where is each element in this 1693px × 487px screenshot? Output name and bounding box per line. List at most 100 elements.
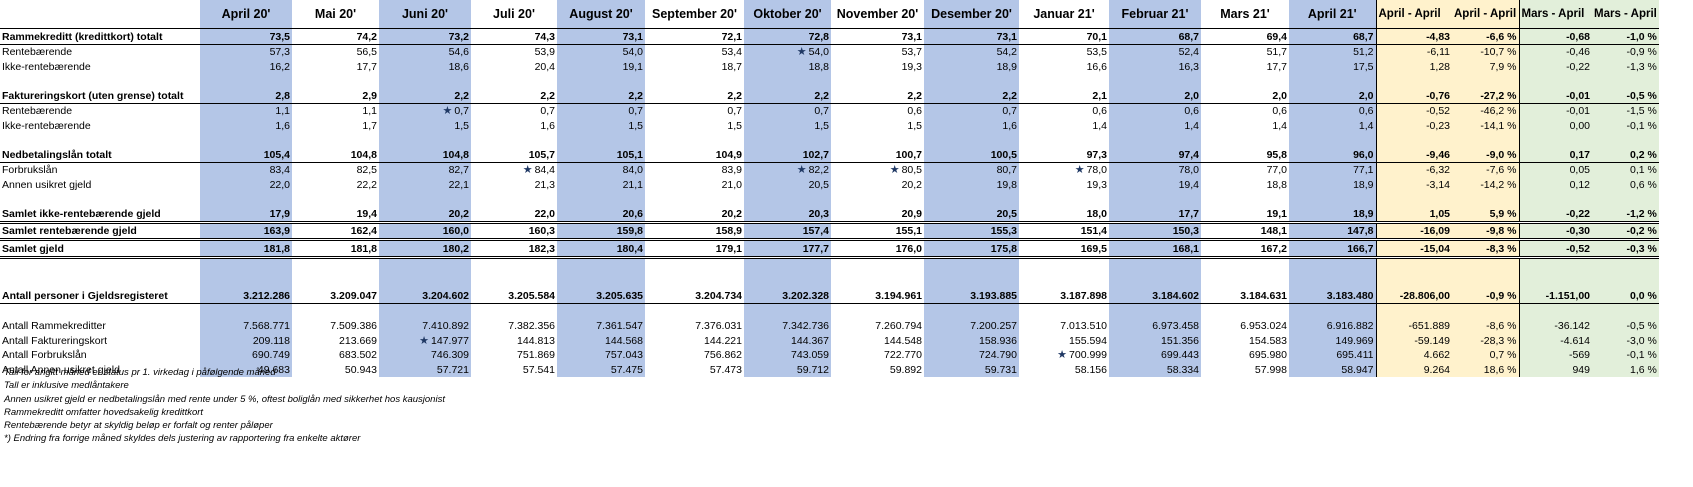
value-cell[interactable]: 157,4 xyxy=(744,222,831,241)
value-cell[interactable]: 3.194.961 xyxy=(831,288,924,304)
value-cell[interactable]: 1,1 xyxy=(200,103,292,118)
value-cell[interactable]: 181,8 xyxy=(292,239,379,259)
value-cell[interactable]: 18,8 xyxy=(1201,177,1289,192)
value-cell[interactable]: 58.334 xyxy=(1109,362,1201,377)
value-cell[interactable]: 59.731 xyxy=(924,362,1019,377)
value-cell[interactable]: 53,7 xyxy=(831,44,924,59)
value-cell[interactable]: -6,11 xyxy=(1375,44,1452,59)
value-cell[interactable]: -0,2 % xyxy=(1592,222,1659,241)
value-cell[interactable]: 158,9 xyxy=(645,222,744,241)
value-cell[interactable]: -28,3 % xyxy=(1452,333,1519,348)
value-cell[interactable]: 7.260.794 xyxy=(831,319,924,334)
value-cell[interactable]: 0,1 % xyxy=(1592,162,1659,177)
value-cell[interactable]: 52,4 xyxy=(1109,44,1201,59)
value-cell[interactable]: 7.509.386 xyxy=(292,319,379,334)
value-cell[interactable]: -16,09 xyxy=(1375,222,1452,241)
value-cell[interactable]: -14,2 % xyxy=(1452,177,1519,192)
value-cell[interactable]: 3.205.635 xyxy=(557,288,645,304)
value-cell[interactable]: 151,4 xyxy=(1019,222,1109,241)
value-cell[interactable]: -59.149 xyxy=(1375,333,1452,348)
value-cell[interactable]: 80,7 xyxy=(924,162,1019,177)
value-cell[interactable]: 18,6 % xyxy=(1452,362,1519,377)
value-cell[interactable]: 162,4 xyxy=(292,222,379,241)
value-cell[interactable]: 70,1 xyxy=(1019,28,1109,45)
value-cell[interactable]: -0,1 % xyxy=(1592,347,1659,362)
value-cell[interactable]: 2,0 xyxy=(1201,88,1289,104)
value-cell[interactable]: 20,9 xyxy=(831,206,924,224)
value-cell[interactable]: 7.568.771 xyxy=(200,318,292,333)
value-cell[interactable]: 22,0 xyxy=(200,177,292,192)
value-cell[interactable]: -0,3 % xyxy=(1592,239,1659,259)
value-cell[interactable]: 2,0 xyxy=(1109,88,1201,104)
value-cell[interactable]: -15,04 xyxy=(1375,239,1452,259)
value-cell[interactable]: -3,14 xyxy=(1375,177,1452,192)
value-cell[interactable]: 179,1 xyxy=(645,239,744,259)
value-cell[interactable]: 22,2 xyxy=(292,177,379,192)
value-cell[interactable]: 144.568 xyxy=(557,333,645,348)
value-cell[interactable]: 3.204.734 xyxy=(645,288,744,304)
value-cell[interactable]: 59.712 xyxy=(744,362,831,377)
value-cell[interactable]: 17,5 xyxy=(1289,59,1376,74)
value-cell[interactable]: 0,2 % xyxy=(1592,147,1659,163)
value-cell[interactable]: 77,0 xyxy=(1201,162,1289,177)
column-header[interactable]: Juli 20' xyxy=(471,0,557,29)
value-cell[interactable]: 19,1 xyxy=(1201,206,1289,224)
value-cell[interactable]: 6.953.024 xyxy=(1201,319,1289,334)
value-cell[interactable]: 1,5 xyxy=(831,118,924,133)
value-cell[interactable]: 7.382.356 xyxy=(471,319,557,334)
value-cell[interactable]: 74,3 xyxy=(471,28,557,45)
value-cell[interactable]: 166,7 xyxy=(1289,239,1376,259)
value-cell[interactable]: 148,1 xyxy=(1201,222,1289,241)
value-cell[interactable]: 18,0 xyxy=(1019,206,1109,224)
value-cell[interactable]: 0,05 xyxy=(1518,162,1592,177)
value-cell[interactable]: -0,52 xyxy=(1375,103,1452,118)
value-cell[interactable]: -6,32 xyxy=(1375,162,1452,177)
value-cell[interactable]: 20,3 xyxy=(744,206,831,224)
value-cell[interactable]: 0,6 xyxy=(1019,103,1109,118)
value-cell[interactable]: -0,68 xyxy=(1518,28,1592,45)
value-cell[interactable]: -9,46 xyxy=(1375,147,1452,163)
value-cell[interactable]: 724.790 xyxy=(924,347,1019,362)
value-cell[interactable]: 18,9 xyxy=(1289,206,1376,224)
row-label[interactable]: Rentebærende xyxy=(2,105,73,117)
value-cell[interactable]: 177,7 xyxy=(744,239,831,259)
value-cell[interactable]: 0,17 xyxy=(1518,147,1592,163)
value-cell[interactable]: 144.548 xyxy=(831,333,924,348)
value-cell[interactable]: 69,4 xyxy=(1201,28,1289,45)
column-header[interactable]: Mars - April xyxy=(1592,0,1659,29)
value-cell[interactable]: -1,3 % xyxy=(1592,59,1659,74)
value-cell[interactable]: -0,01 xyxy=(1518,88,1592,104)
value-cell[interactable]: 147,8 xyxy=(1289,222,1376,241)
value-cell[interactable]: 82,5 xyxy=(292,162,379,177)
value-cell[interactable]: 74,2 xyxy=(292,28,379,45)
value-cell[interactable]: 22,0 xyxy=(471,206,557,224)
value-cell[interactable]: 21,1 xyxy=(557,177,645,192)
value-cell[interactable]: 3.204.602 xyxy=(379,288,471,304)
value-cell[interactable]: 16,2 xyxy=(200,59,292,74)
value-cell[interactable]: 683.502 xyxy=(292,348,379,363)
value-cell[interactable]: 949 xyxy=(1518,362,1592,377)
value-cell[interactable]: 695.980 xyxy=(1201,348,1289,363)
value-cell[interactable]: 20,6 xyxy=(557,206,645,224)
value-cell[interactable]: 0,6 % xyxy=(1592,177,1659,192)
value-cell[interactable]: 743.059 xyxy=(744,347,831,362)
value-cell[interactable]: -0,30 xyxy=(1518,222,1592,241)
value-cell[interactable]: 104,9 xyxy=(645,147,744,163)
row-label[interactable]: Faktureringskort (uten grense) totalt xyxy=(0,88,200,104)
value-cell[interactable]: -0,1 % xyxy=(1592,118,1659,133)
value-cell[interactable]: 182,3 xyxy=(471,239,557,259)
value-cell[interactable]: 78,0 xyxy=(1109,162,1201,177)
value-cell[interactable]: 0,00 xyxy=(1518,118,1592,133)
row-label[interactable]: Antall Annen usikret gjeld xyxy=(2,363,120,376)
value-cell[interactable]: -0,46 xyxy=(1518,44,1592,59)
value-cell[interactable]: 100,5 xyxy=(924,147,1019,163)
value-cell[interactable]: -0,23 xyxy=(1375,118,1452,133)
value-cell[interactable]: 2,2 xyxy=(379,88,471,104)
value-cell[interactable]: -0,9 % xyxy=(1592,44,1659,59)
value-cell[interactable]: 0,7 xyxy=(924,103,1019,118)
column-header[interactable]: November 20' xyxy=(831,0,924,29)
value-cell[interactable]: 213.669 xyxy=(292,333,379,348)
value-cell[interactable]: 1,1 xyxy=(292,103,379,118)
row-label[interactable]: Annen usikret gjeld xyxy=(2,178,92,191)
value-cell[interactable]: 163,9 xyxy=(200,222,292,241)
